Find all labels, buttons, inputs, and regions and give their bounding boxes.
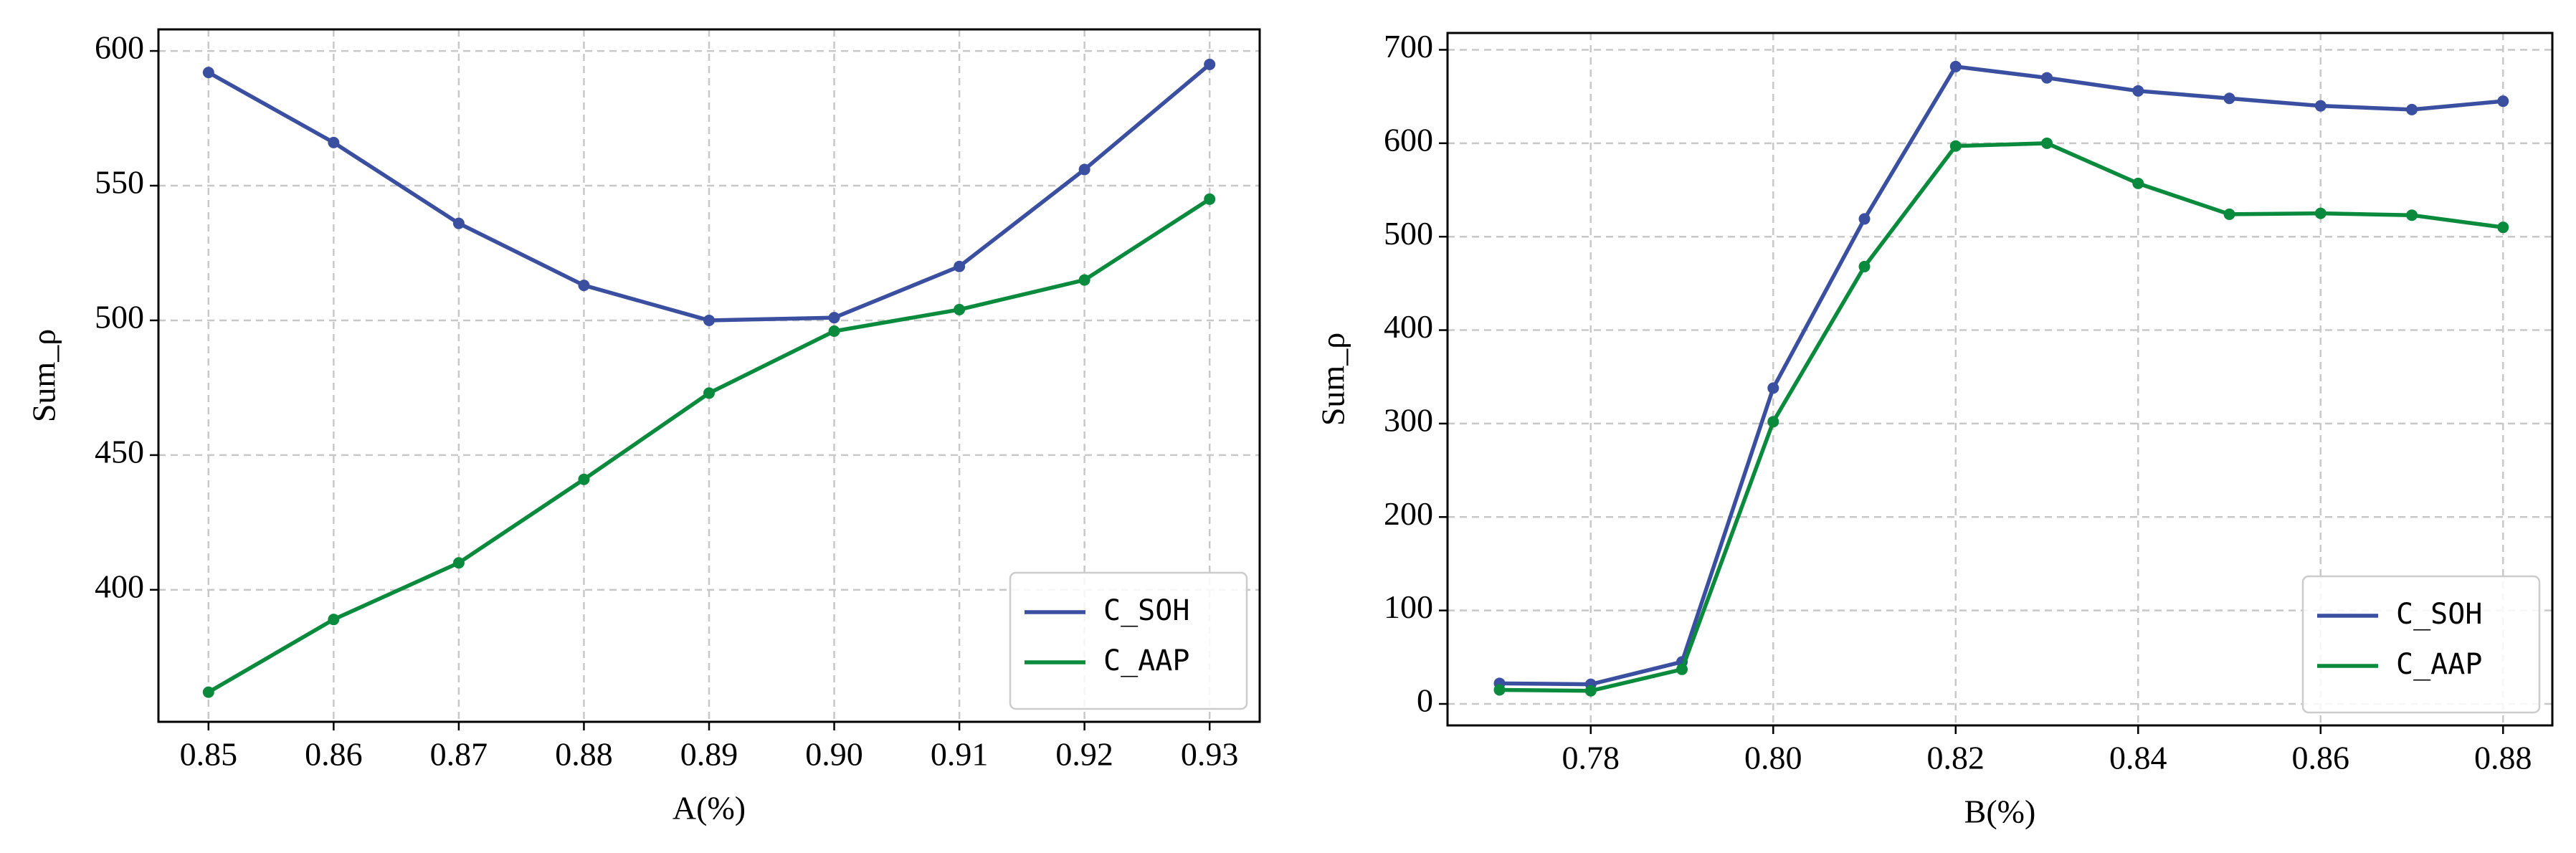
y-tick-label: 0 [1417,682,1433,719]
x-tick-label: 0.78 [1562,740,1620,776]
x-tick-label: 0.88 [555,736,613,773]
x-axis-label: B(%) [1964,794,2036,830]
point [1204,193,1216,205]
legend-label: C_AAP [1103,644,1189,677]
x-tick-label: 0.80 [1744,740,1802,776]
x-tick-label: 0.88 [2474,740,2532,776]
y-tick-label: 600 [1384,121,1433,158]
point [2314,100,2327,112]
point [2132,177,2144,189]
y-tick-label: 400 [95,568,144,604]
y-tick-label: 400 [1384,308,1433,345]
legend-box [2301,575,2541,714]
legend-label: C_AAP [2396,648,2482,681]
y-tick-label: 200 [1384,495,1433,532]
plot-frame [1446,32,2554,727]
point [954,303,966,315]
point [703,387,715,399]
legend-label: C_SOH [1103,594,1189,627]
y-tick-label: 550 [95,164,144,201]
point [202,67,214,79]
x-tick-label: 0.91 [931,736,989,773]
point [828,325,840,337]
y-tick-label: 600 [95,29,144,66]
series-line [1499,141,2504,693]
legend-box [1009,571,1248,710]
series-line [1499,64,2504,687]
point [1493,684,1506,696]
y-tick-label: 450 [95,433,144,470]
point [2132,85,2144,97]
point [202,686,214,698]
y-tick-label: 700 [1384,28,1433,65]
x-tick-label: 0.89 [680,736,738,773]
point [1584,685,1597,697]
point [1767,416,1779,428]
legend-label: C_SOH [2396,598,2482,631]
x-tick-label: 0.90 [805,736,863,773]
point [2223,92,2235,105]
x-tick-label: 0.87 [430,736,488,773]
point [1949,140,1962,152]
point [452,217,465,229]
point [1858,260,1871,272]
x-tick-label: 0.84 [2109,740,2167,776]
point [2223,208,2235,220]
x-tick-label: 0.86 [305,736,363,773]
point [1204,58,1216,70]
point [2041,72,2053,84]
point [452,557,465,569]
plot-frame [157,28,1261,723]
point [2406,103,2418,115]
point [828,312,840,324]
point [1078,274,1090,286]
point [1676,663,1688,675]
point [954,260,966,272]
point [1949,60,1962,72]
point [2314,207,2327,219]
point [578,280,590,292]
y-axis-label: Sum_ρ [26,329,62,422]
point [2406,209,2418,221]
x-tick-label: 0.85 [180,736,238,773]
point [1767,382,1779,394]
x-tick-label: 0.86 [2292,740,2350,776]
point [2497,221,2509,234]
point [2497,95,2509,108]
y-tick-label: 500 [1384,215,1433,252]
x-axis-label: A(%) [672,790,746,826]
y-tick-label: 100 [1384,588,1433,625]
y-tick-label: 500 [95,299,144,335]
point [1858,213,1871,225]
point [1078,163,1090,176]
point [328,614,340,626]
x-tick-label: 0.93 [1181,736,1239,773]
y-axis-label: Sum_ρ [1315,333,1351,426]
x-tick-label: 0.82 [1927,740,1985,776]
y-tick-label: 300 [1384,401,1433,438]
x-tick-label: 0.92 [1055,736,1113,773]
point [578,473,590,485]
point [2041,137,2053,149]
point [703,314,715,326]
point [328,136,340,148]
